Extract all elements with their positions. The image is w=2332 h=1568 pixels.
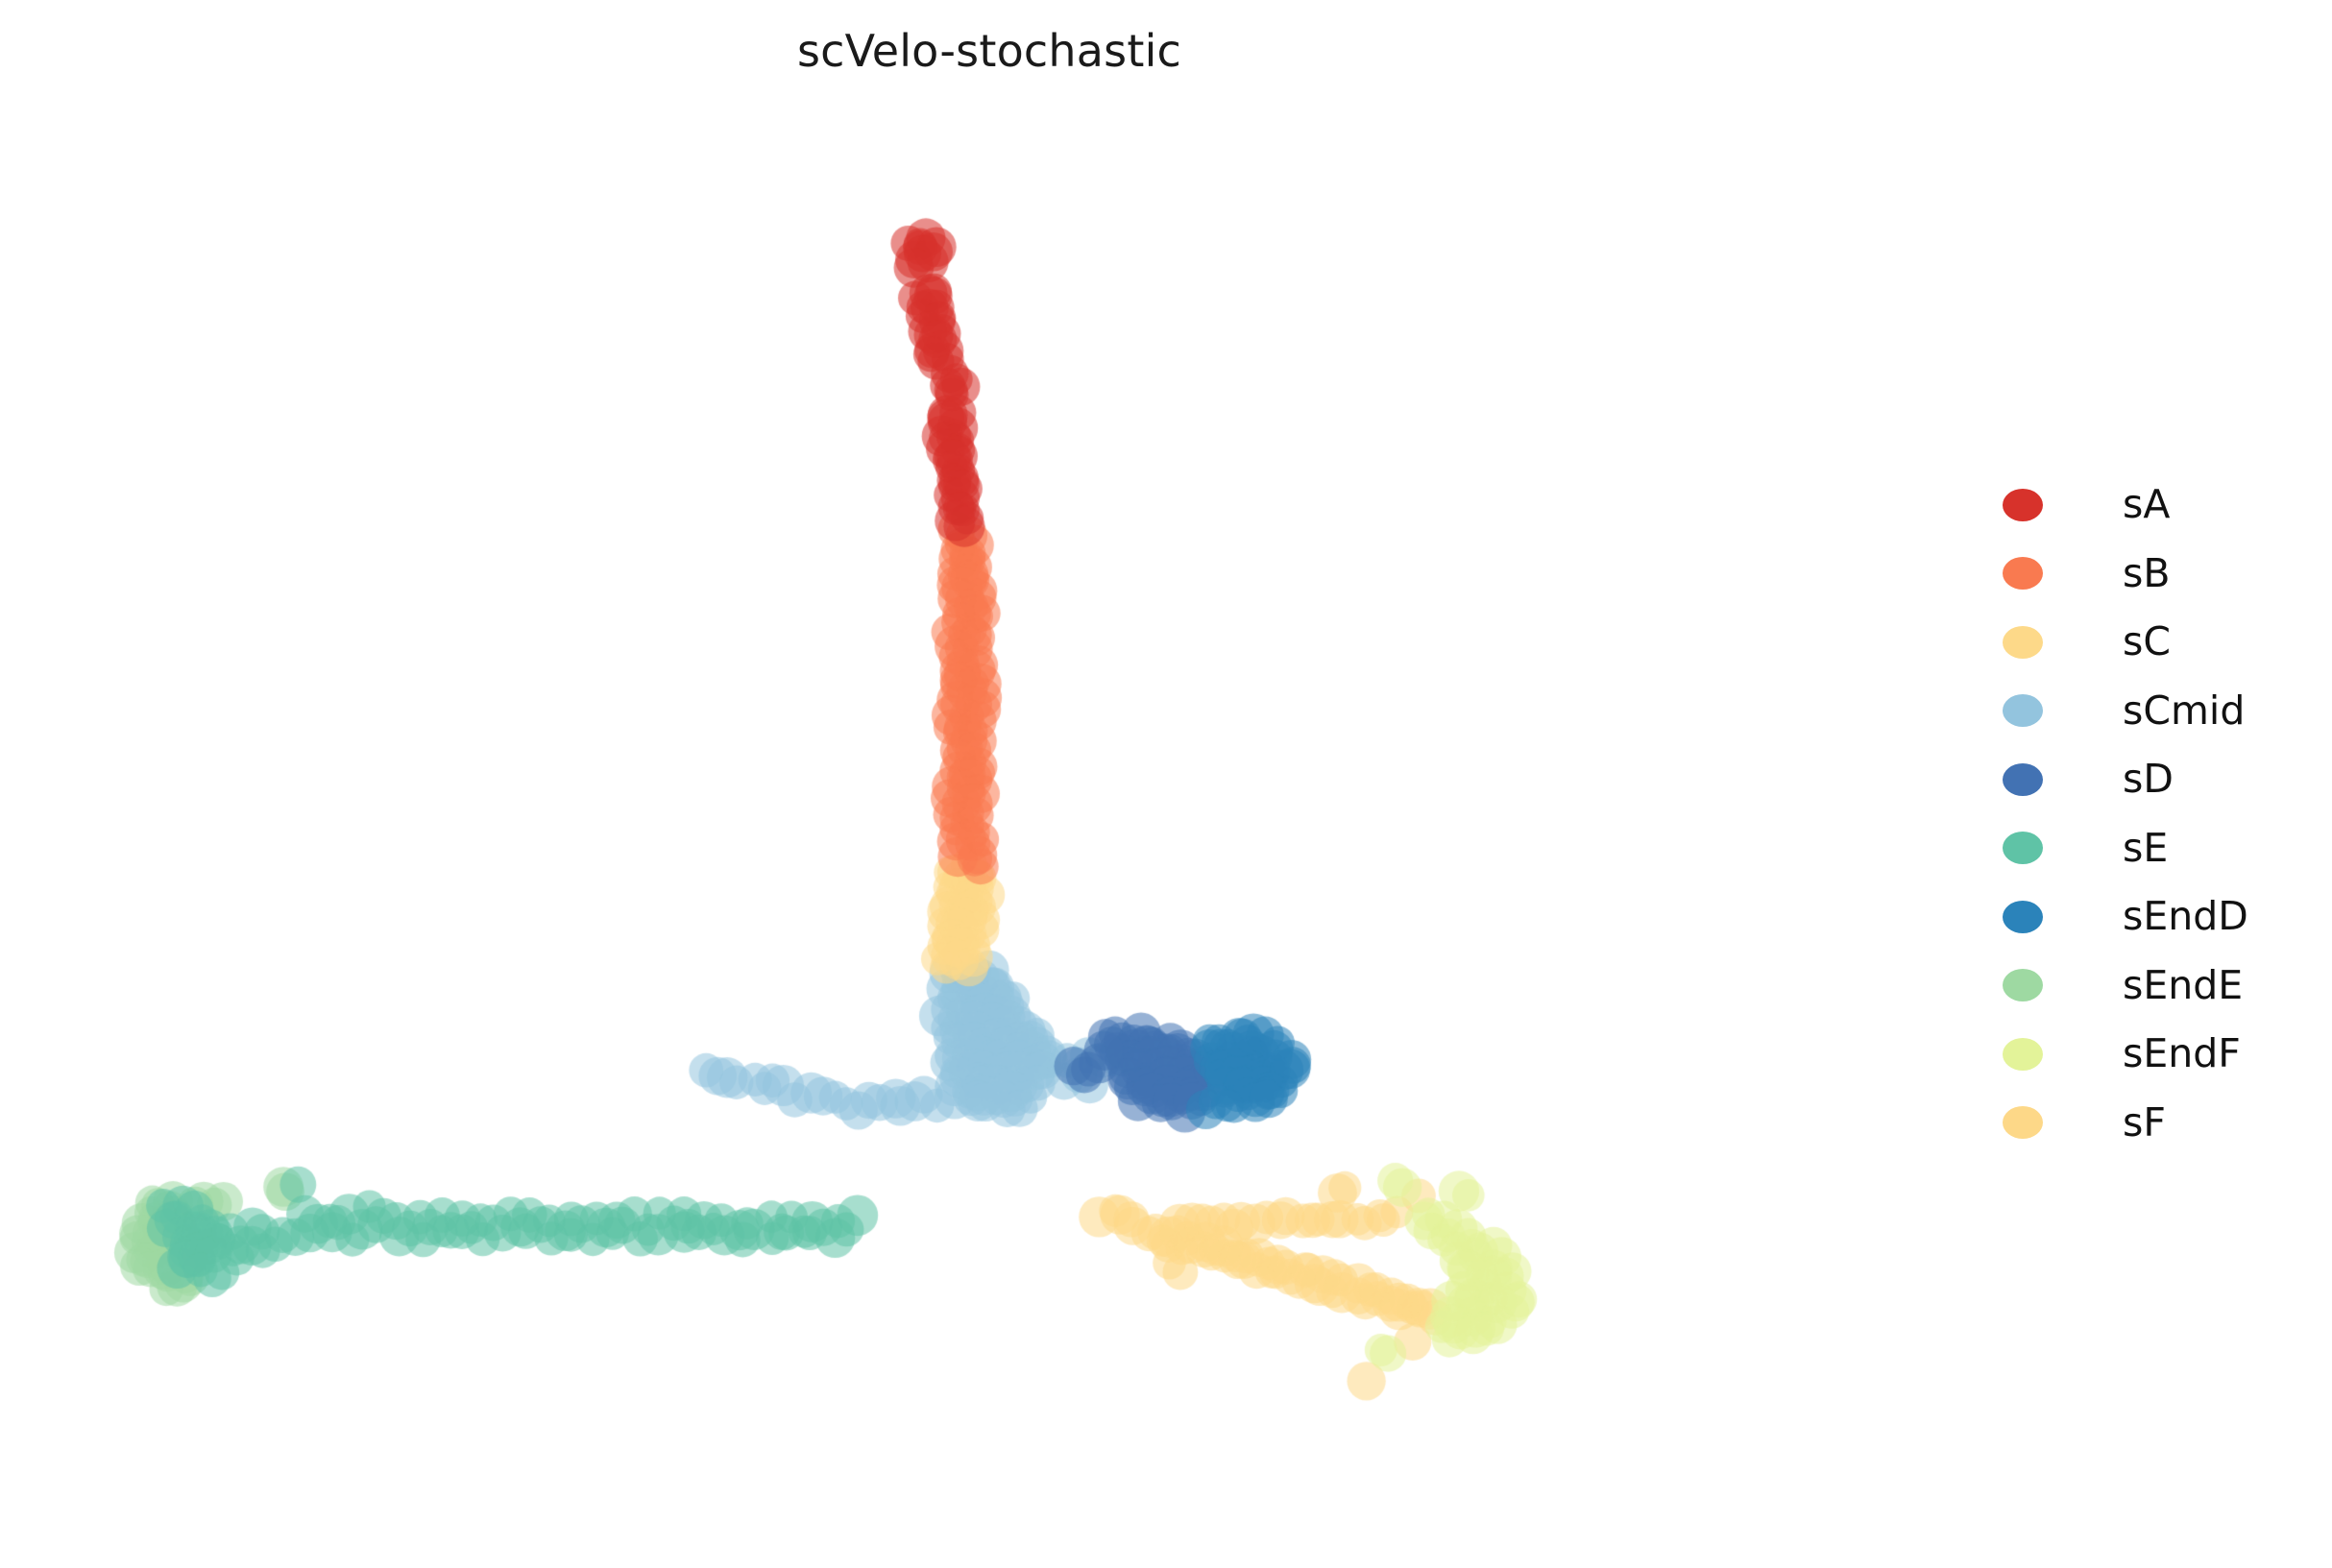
- legend-swatch-icon: [2003, 969, 2043, 1002]
- legend-swatch-icon: [2003, 900, 2043, 933]
- legend-item-label: sB: [2123, 549, 2171, 596]
- legend-swatch-icon: [2003, 1037, 2043, 1071]
- legend-item-label: sD: [2123, 756, 2174, 803]
- legend-item-label: sE: [2123, 824, 2169, 871]
- legend-swatch-icon: [2003, 557, 2043, 591]
- legend-swatch-icon: [2003, 762, 2043, 796]
- legend-item-sc[interactable]: sC: [2003, 608, 2329, 677]
- legend-item-sb[interactable]: sB: [2003, 540, 2329, 609]
- legend-item-sendd[interactable]: sEndD: [2003, 882, 2329, 952]
- legend-item-se[interactable]: sE: [2003, 814, 2329, 883]
- legend-item-label: sC: [2123, 618, 2171, 665]
- legend-item-sd[interactable]: sD: [2003, 745, 2329, 814]
- legend-item-label: sF: [2123, 1098, 2166, 1146]
- legend-swatch-icon: [2003, 625, 2043, 659]
- legend-item-scmid[interactable]: sCmid: [2003, 677, 2329, 746]
- legend-item-label: sEndE: [2123, 961, 2244, 1008]
- legend-swatch-icon: [2003, 488, 2043, 521]
- legend-swatch-icon: [2003, 832, 2043, 865]
- legend-item-sendf[interactable]: sEndF: [2003, 1020, 2329, 1089]
- legend-item-label: sA: [2123, 481, 2171, 528]
- legend-item-label: sCmid: [2123, 687, 2246, 734]
- legend-item-label: sEndD: [2123, 893, 2248, 940]
- legend-item-sende[interactable]: sEndE: [2003, 952, 2329, 1021]
- legend-swatch-icon: [2003, 1106, 2043, 1140]
- legend: sA sB sC sCmid sD sE sEndD sEndE sEndF sF: [2003, 470, 2329, 1157]
- legend-item-label: sEndF: [2123, 1030, 2241, 1077]
- legend-swatch-icon: [2003, 694, 2043, 728]
- legend-item-sf[interactable]: sF: [2003, 1089, 2329, 1158]
- legend-item-sa[interactable]: sA: [2003, 470, 2329, 540]
